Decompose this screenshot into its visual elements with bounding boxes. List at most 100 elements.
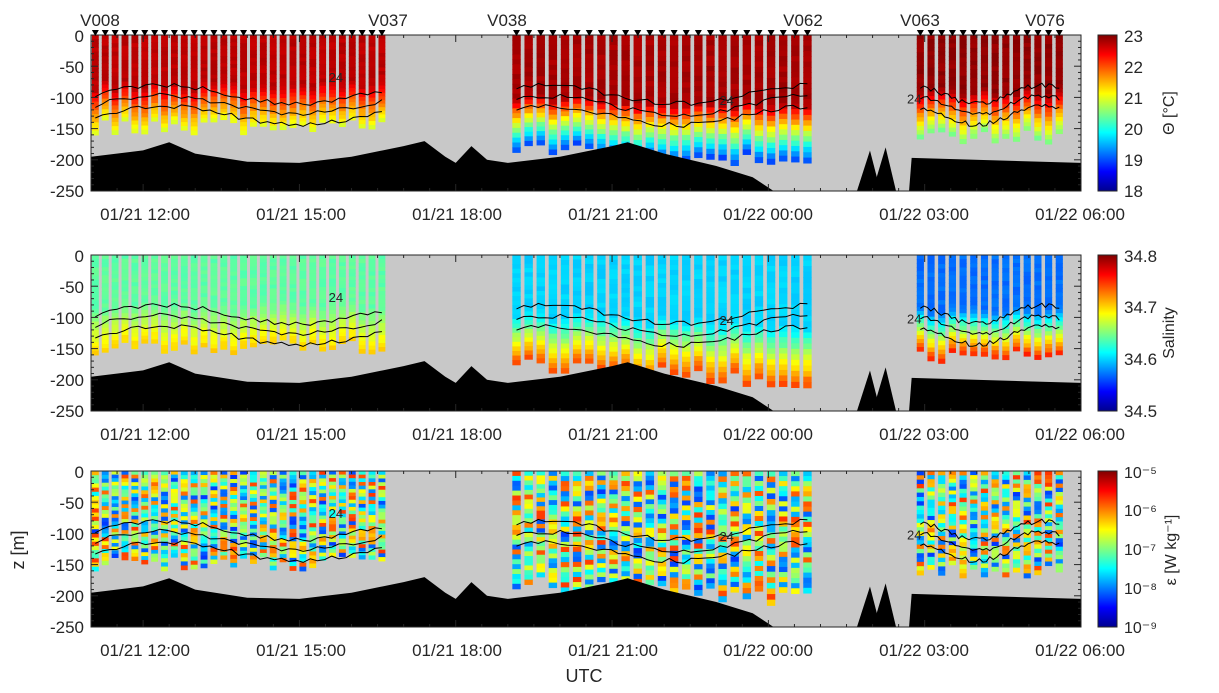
profile-cell	[180, 557, 188, 562]
profile-cell	[309, 306, 317, 311]
profile-cell	[754, 93, 764, 100]
profile-cell	[730, 255, 739, 261]
profile-cell	[645, 365, 655, 372]
profile-cell	[766, 126, 776, 133]
profile-cell	[609, 346, 618, 353]
profile-cell	[657, 283, 667, 289]
profile-cell	[585, 291, 594, 297]
profile-cell	[657, 490, 667, 496]
profile-cell	[378, 311, 386, 316]
profile-cell	[742, 265, 752, 273]
profile-cell	[141, 332, 149, 337]
profile-cell	[766, 320, 776, 327]
profile-cell	[645, 276, 655, 282]
profile-cell	[1055, 96, 1063, 102]
profile-cell	[718, 113, 727, 119]
profile-cell	[536, 299, 545, 306]
profile-cell	[948, 131, 956, 137]
profile-cell	[669, 502, 679, 509]
profile-cell	[970, 259, 978, 264]
profile-cell	[378, 489, 386, 495]
profile-cell	[669, 294, 679, 301]
profile-column	[180, 471, 188, 571]
profile-cell	[706, 45, 715, 52]
profile-cell	[560, 63, 570, 70]
profile-cell	[560, 289, 570, 295]
profile-cell	[916, 73, 924, 79]
profile-cell	[91, 334, 99, 339]
profile-cell	[378, 99, 386, 105]
profile-cell	[548, 534, 558, 540]
profile-cell	[279, 38, 287, 44]
profile-cell	[1012, 262, 1021, 268]
profile-cell	[682, 77, 691, 83]
profile-cell	[121, 273, 129, 278]
profile-cell	[170, 75, 178, 80]
profile-cell	[938, 123, 946, 129]
profile-cell	[250, 486, 257, 491]
profile-cell	[240, 313, 248, 318]
profile-cell	[180, 332, 188, 338]
profile-cell	[141, 486, 149, 491]
profile-cell	[730, 40, 739, 47]
profile-cell	[754, 332, 764, 339]
profile-cell	[161, 43, 168, 48]
profile-cell	[645, 354, 655, 361]
profile-cell	[980, 47, 989, 52]
profile-cell	[210, 42, 218, 47]
profile-cell	[803, 120, 812, 127]
profile-cell	[791, 135, 800, 142]
profile-cell	[309, 535, 317, 540]
profile-cell	[512, 328, 521, 334]
profile-cell	[180, 42, 188, 48]
profile-cell	[1002, 121, 1010, 126]
profile-cell	[151, 273, 159, 278]
profile-cell	[269, 98, 277, 103]
profile-cell	[348, 496, 356, 501]
profile-cell	[131, 313, 139, 318]
profile-cell	[141, 277, 149, 282]
profile-cell	[121, 309, 129, 314]
profile-cell	[200, 45, 208, 51]
profile-cell	[572, 556, 582, 563]
profile-cell	[803, 35, 812, 41]
profile-cell	[742, 99, 752, 106]
profile-cell	[200, 471, 208, 476]
profile-cell	[657, 499, 667, 506]
profile-cell	[1045, 75, 1053, 81]
profile-cell	[299, 562, 307, 568]
profile-cell	[597, 355, 606, 361]
profile-column	[754, 255, 764, 380]
profile-cell	[916, 283, 924, 288]
profile-cell	[309, 555, 317, 561]
profile-cell	[548, 279, 558, 286]
profile-cell	[91, 338, 99, 343]
profile-cell	[1002, 315, 1010, 321]
profile-cell	[141, 59, 149, 65]
profile-cell	[289, 516, 297, 522]
profile-cell	[170, 101, 178, 106]
profile-cell	[338, 306, 346, 311]
profile-cell	[259, 538, 267, 543]
profile-cell	[111, 84, 119, 90]
profile-cell	[101, 116, 109, 121]
profile-cell	[329, 49, 336, 54]
profile-cell	[779, 304, 788, 311]
profile-cell	[319, 60, 327, 65]
profile-cell	[289, 262, 297, 267]
station-marker	[141, 30, 149, 36]
profile-cell	[669, 354, 679, 361]
profile-cell	[959, 259, 967, 264]
profile-cell	[378, 275, 386, 280]
profile-cell	[200, 483, 208, 488]
profile-cell	[512, 549, 521, 555]
profile-cell	[1045, 80, 1053, 86]
profile-cell	[682, 326, 691, 332]
profile-column	[621, 255, 630, 369]
profile-cell	[151, 288, 159, 293]
profile-cell	[309, 262, 317, 267]
station-marker	[1002, 30, 1010, 36]
profile-cell	[948, 311, 956, 317]
profile-cell	[121, 276, 129, 282]
